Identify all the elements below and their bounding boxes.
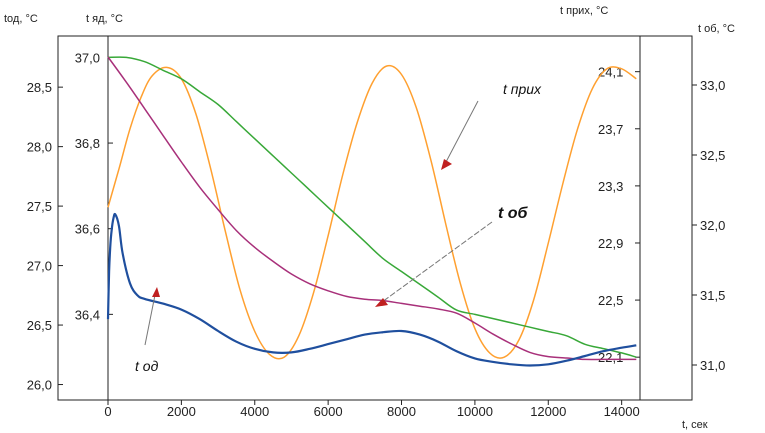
tick-label-t-yad: 37,0 [75, 50, 100, 65]
x-tick-label: 10000 [457, 404, 493, 419]
tick-label-t-od: 26,0 [27, 378, 52, 393]
tick-label-t-prih: 22,9 [598, 236, 623, 251]
tick-label-t-od: 28,5 [27, 80, 52, 95]
t-prih-axis-ticks: 22,1 22,5 22,9 23,3 23,7 24,1 [598, 65, 640, 365]
x-tick-label: 0 [104, 404, 111, 419]
tick-label-t-prih: 23,3 [598, 179, 623, 194]
tick-label-t-yad: 36,6 [75, 222, 100, 237]
x-tick-label: 12000 [530, 404, 566, 419]
tick-label-t-ob: 31,0 [700, 358, 725, 373]
tick-label-t-ob: 32,5 [700, 148, 725, 163]
tick-label-t-od: 28,0 [27, 140, 52, 155]
tick-label-t-prih: 22,5 [598, 293, 623, 308]
x-tick-label: 2000 [167, 404, 196, 419]
series-line-t-od [106, 212, 637, 367]
annotation-label-t-prih: t прих [503, 81, 542, 97]
tick-label-t-od: 27,5 [27, 199, 52, 214]
x-tick-label: 8000 [387, 404, 416, 419]
y-axis-title-t-od: tод, °C [4, 13, 38, 25]
tick-label-t-ob: 33,0 [700, 78, 725, 93]
tick-label-t-prih: 23,7 [598, 122, 623, 137]
y-axis-title-t-ob: t об, °C [698, 23, 735, 35]
plot-frame [57, 35, 693, 401]
series-line-t-prih [107, 64, 637, 360]
arrow-t-od [144, 294, 156, 346]
x-tick-label: 14000 [604, 404, 640, 419]
annotation-label-t-od: t од [135, 358, 159, 374]
arrow-head-t-od [152, 287, 160, 297]
t-yad-axis-ticks: 36,4 36,6 36,8 37,0 [75, 50, 113, 322]
tick-label-t-yad: 36,4 [75, 307, 100, 322]
arrow-head-t-prih [441, 159, 452, 170]
series-lines [106, 56, 637, 367]
tick-label-t-od: 26,5 [27, 318, 52, 333]
annotation-label-t-ob: t об [498, 205, 529, 222]
x-axis-ticks: 0 2000 4000 6000 8000 10000 12000 14000 [104, 400, 640, 419]
x-axis-title: t, сек [682, 419, 708, 431]
t-ob-axis-ticks: 31,0 31,5 32,0 32,5 33,0 [692, 78, 725, 373]
y-axis-title-t-yad: t яд, °C [86, 13, 123, 25]
tick-label-t-prih: 24,1 [598, 65, 623, 80]
t-od-axis-ticks: 26,0 26,5 27,0 27,5 28,0 28,5 [27, 80, 63, 393]
tick-label-t-prih: 22,1 [598, 350, 623, 365]
series-line-t-yad [107, 56, 637, 358]
x-tick-label: 4000 [240, 404, 269, 419]
x-tick-label: 6000 [314, 404, 343, 419]
tick-label-t-ob: 31,5 [700, 288, 725, 303]
tick-label-t-od: 27,0 [27, 259, 52, 274]
tick-label-t-ob: 32,0 [700, 218, 725, 233]
y-axis-title-t-prih: t прих, °C [560, 5, 608, 17]
arrow-t-ob [381, 221, 493, 303]
tick-label-t-yad: 36,8 [75, 136, 100, 151]
annotation-arrows [144, 100, 493, 346]
series-line-t-ob [107, 56, 637, 361]
arrow-t-prih [445, 100, 479, 163]
arrow-head-t-ob [375, 298, 388, 307]
